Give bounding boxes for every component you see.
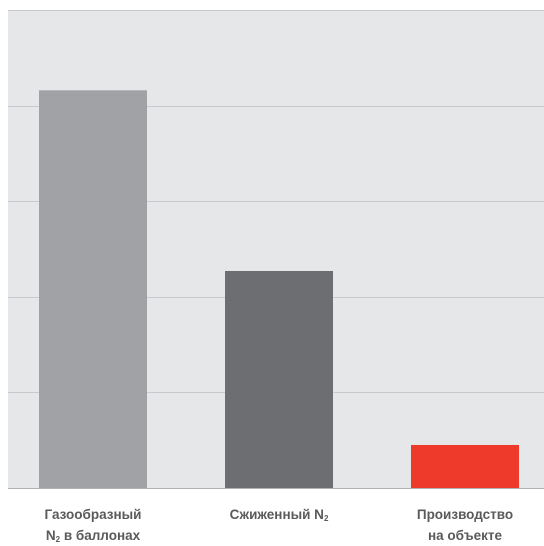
label-text: Производство [416,507,514,522]
category-label-line: Газообразный [13,504,173,525]
label-text: Газообразный [44,507,142,522]
category-label-line: Сжиженный N2 [199,504,359,525]
category-label-line: на объекте [385,525,544,546]
category-label-1: Газообразный N2 в баллонах [13,504,173,546]
bar-3 [411,444,519,488]
label-subscript: 2 [55,535,61,544]
category-label-line: N2 в баллонах [13,525,173,546]
label-text: N [45,528,56,543]
category-label-2: Сжиженный N2 [199,504,359,525]
bar-1 [39,90,147,488]
label-subscript: 2 [323,514,329,523]
category-label-line: Производство [385,504,544,525]
label-text: на объекте [427,528,503,543]
bar-2 [225,270,333,488]
label-text: Сжиженный N [229,507,324,522]
label-text: в баллонах [60,528,141,543]
category-label-3: Производство на объекте [385,504,544,546]
